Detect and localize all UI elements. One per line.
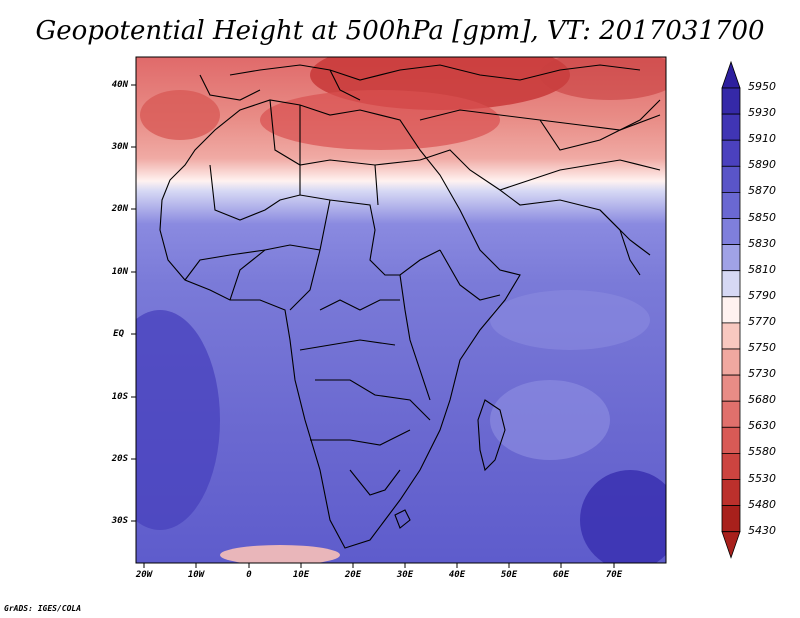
lon-label-40e: 40E xyxy=(448,570,466,580)
country-borders xyxy=(159,64,661,549)
tick-marks xyxy=(131,84,615,568)
colorbar-swatch xyxy=(721,374,741,402)
colorbar-swatch xyxy=(721,244,741,272)
colorbar-level-label: 5480 xyxy=(748,497,776,511)
colorbar-swatch xyxy=(721,348,741,376)
colorbar-level-label: 5930 xyxy=(748,106,776,120)
colorbar-swatch xyxy=(721,400,741,428)
lon-label-50e: 50E xyxy=(500,570,518,580)
lat-label-30n: 30N xyxy=(111,142,128,152)
colorbar-level-label: 5730 xyxy=(748,367,776,381)
colorbar-level-label: 5950 xyxy=(748,80,776,93)
lon-label-10w: 10W xyxy=(187,570,205,580)
lat-label-40n: 40N xyxy=(111,80,128,90)
colorbar-level-label: 5870 xyxy=(748,184,776,198)
colorbar-swatch xyxy=(721,191,741,219)
lon-label-70e: 70E xyxy=(605,570,623,580)
colorbar-swatch xyxy=(721,270,741,298)
colorbar-swatch xyxy=(721,479,741,507)
colorbar-swatch xyxy=(721,322,741,350)
colorbar-level-label: 5890 xyxy=(748,158,776,172)
plot-frame xyxy=(135,56,667,564)
colorbar-swatch xyxy=(721,218,741,246)
colorbar-level-label: 5910 xyxy=(748,132,776,146)
colorbar-level-label: 5430 xyxy=(748,523,776,537)
colorbar-level-label: 5790 xyxy=(748,288,776,302)
colorbar-lower-arrow xyxy=(721,531,741,559)
colorbar-level-label: 5850 xyxy=(748,210,776,224)
colorbar-level-label: 5680 xyxy=(748,393,776,407)
height-field xyxy=(136,57,666,563)
lon-label-20e: 20E xyxy=(344,570,362,580)
lat-label-10s: 10S xyxy=(111,392,128,402)
colorbar-level-label: 5580 xyxy=(748,445,776,459)
lat-label-20n: 20N xyxy=(111,204,128,214)
map-title: Geopotential Height at 500hPa [gpm], VT:… xyxy=(35,16,765,46)
lat-label-30s: 30S xyxy=(111,516,128,526)
colorbar-swatch xyxy=(721,505,741,533)
colorbar-swatch xyxy=(721,87,741,115)
colorbar xyxy=(721,60,741,559)
colorbar-level-label: 5810 xyxy=(748,262,776,276)
credit-footer: GrADS: IGES/COLA xyxy=(4,604,82,613)
colorbar-level-label: 5630 xyxy=(748,419,776,433)
lat-label-10n: 10N xyxy=(111,267,128,277)
colorbar-level-label: 5770 xyxy=(748,314,776,328)
lon-label-60e: 60E xyxy=(552,570,570,580)
colorbar-swatch xyxy=(721,165,741,193)
lat-label-eq: EQ xyxy=(113,329,124,339)
lon-label-20w: 20W xyxy=(135,570,153,580)
colorbar-level-label: 5530 xyxy=(748,471,776,485)
colorbar-swatch xyxy=(721,296,741,324)
lon-label-0: 0 xyxy=(246,570,252,580)
lon-label-10e: 10E xyxy=(292,570,310,580)
colorbar-swatch xyxy=(721,113,741,141)
colorbar-swatch xyxy=(721,452,741,480)
colorbar-level-label: 5750 xyxy=(748,341,776,354)
colorbar-level-label: 5830 xyxy=(748,236,776,250)
colorbar-swatch xyxy=(721,139,741,167)
colorbar-swatch xyxy=(721,426,741,454)
lat-label-20s: 20S xyxy=(111,454,128,464)
lon-label-30e: 30E xyxy=(396,570,414,580)
colorbar-upper-arrow xyxy=(721,60,741,89)
